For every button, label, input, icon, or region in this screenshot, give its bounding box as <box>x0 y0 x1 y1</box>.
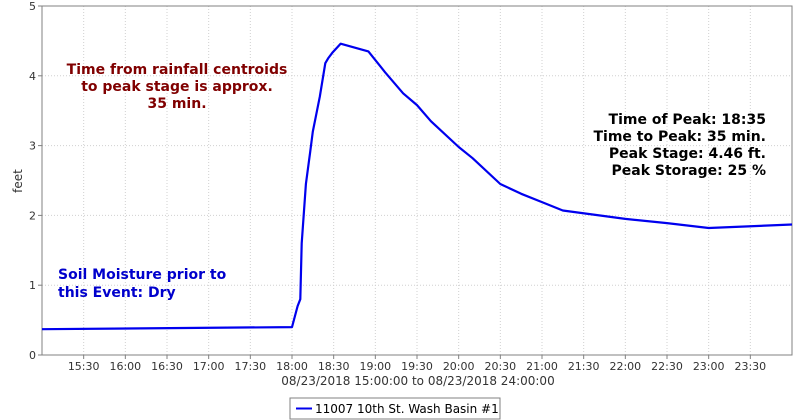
annotation-line: Time of Peak: 18:35 <box>609 112 766 128</box>
series-line <box>41 42 793 331</box>
x-axis-ticks: 15:30 16:00 16:30 17:00 17:30 18:00 18:30 19:00… <box>68 355 766 373</box>
x-tick-label: 15:30 <box>68 360 100 373</box>
annotation-line: to peak stage is approx. <box>81 79 273 95</box>
y-axis-label: feet <box>11 169 25 193</box>
annotation-line: Time from rainfall centroids <box>67 62 288 78</box>
y-tick-label: 5 <box>29 0 36 13</box>
annotation-line: Time to Peak: 35 min. <box>593 129 766 145</box>
legend-entry: 11007 10th St. Wash Basin #1 <box>315 402 499 416</box>
x-tick-label: 21:30 <box>568 360 600 373</box>
x-tick-label: 20:30 <box>484 360 516 373</box>
annotation-line: Soil Moisture prior to <box>58 267 227 283</box>
x-axis-label: 08/23/2018 15:00:00 to 08/23/2018 24:00:… <box>281 374 554 388</box>
annotation-line: Peak Storage: 25 % <box>611 163 766 179</box>
x-tick-label: 20:00 <box>443 360 475 373</box>
annotation-line: 35 min. <box>147 96 206 112</box>
x-tick-label: 22:00 <box>609 360 641 373</box>
x-tick-label: 16:30 <box>151 360 183 373</box>
y-tick-label: 0 <box>29 349 36 362</box>
x-tick-label: 22:30 <box>651 360 683 373</box>
x-tick-label: 17:30 <box>234 360 266 373</box>
legend-box <box>289 397 501 420</box>
annotation-line: Peak Stage: 4.46 ft. <box>609 146 766 162</box>
y-tick-label: 3 <box>29 140 36 153</box>
grid-lines <box>42 5 792 356</box>
y-tick-label: 4 <box>29 70 36 83</box>
x-tick-label: 19:30 <box>401 360 433 373</box>
x-tick-label: 18:00 <box>276 360 308 373</box>
x-tick-label: 23:00 <box>693 360 725 373</box>
y-tick-label: 2 <box>29 209 36 222</box>
x-tick-label: 23:30 <box>734 360 766 373</box>
x-tick-label: 21:00 <box>526 360 558 373</box>
legend: 11007 10th St. Wash Basin #1 <box>289 397 501 420</box>
annotation-line: this Event: Dry <box>58 285 176 301</box>
x-tick-label: 19:00 <box>359 360 391 373</box>
x-tick-label: 18:30 <box>318 360 350 373</box>
y-axis-ticks: 0 1 2 3 4 5 <box>29 0 42 362</box>
y-tick-label: 1 <box>29 279 36 292</box>
x-tick-label: 17:00 <box>193 360 225 373</box>
x-tick-label: 16:00 <box>109 360 141 373</box>
